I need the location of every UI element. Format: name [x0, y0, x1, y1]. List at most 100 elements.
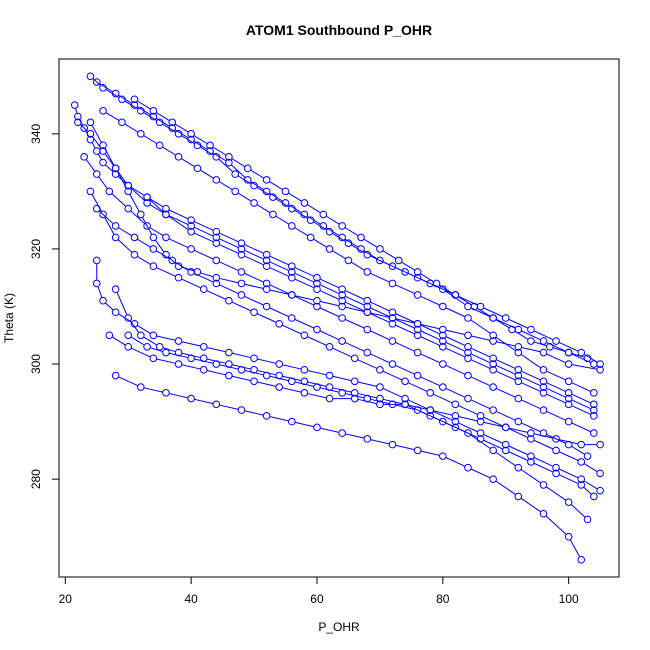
series-segment — [212, 146, 227, 156]
data-point — [162, 233, 170, 242]
data-point — [564, 417, 573, 426]
series-segment — [546, 434, 566, 444]
series-segment — [117, 239, 133, 253]
data-point — [288, 273, 296, 282]
data-point — [250, 354, 258, 363]
data-point — [243, 164, 252, 173]
series-segment — [218, 158, 234, 173]
y-axis-label: Theta (K) — [2, 293, 16, 343]
series-segment — [193, 140, 208, 150]
data-point — [130, 101, 139, 109]
data-point — [269, 210, 277, 219]
data-point — [539, 366, 548, 374]
data-point — [376, 256, 384, 265]
series-segment — [401, 261, 416, 271]
data-point — [225, 371, 233, 380]
series-segment — [118, 227, 132, 237]
series-segment — [571, 382, 592, 392]
series-segment — [445, 336, 466, 346]
series-segment — [583, 486, 592, 495]
data-point — [313, 285, 321, 294]
x-tick-label: 80 — [436, 592, 450, 606]
series-segment — [118, 94, 132, 104]
data-point — [489, 337, 497, 345]
series-segment — [357, 398, 377, 405]
data-point — [376, 245, 384, 253]
data-point — [275, 383, 284, 391]
data-point — [149, 107, 158, 115]
series-segment — [244, 249, 264, 260]
data-point — [363, 302, 372, 311]
data-point — [432, 279, 441, 288]
profile-series — [130, 95, 592, 363]
series-segment — [571, 422, 592, 433]
data-point — [388, 440, 397, 449]
data-point — [168, 256, 177, 265]
series-segment — [420, 411, 441, 421]
series-segment — [244, 272, 264, 283]
series-segment — [344, 290, 365, 300]
data-point — [451, 412, 460, 420]
series-segment — [141, 217, 153, 235]
series-segment — [79, 124, 89, 132]
data-point — [225, 296, 233, 305]
data-point — [92, 170, 101, 178]
series-segment — [294, 278, 315, 289]
x-tick-label: 20 — [59, 592, 73, 606]
series-segment — [244, 283, 264, 289]
series-segment — [495, 387, 516, 398]
series-segment — [231, 352, 251, 359]
series-segment — [219, 244, 239, 254]
data-point — [514, 342, 523, 351]
series-segment — [143, 336, 158, 346]
series-segment — [571, 353, 585, 358]
data-point — [300, 389, 309, 397]
series-segment — [583, 463, 598, 473]
series-segment — [244, 370, 264, 376]
series-segment — [545, 486, 567, 501]
series-segment — [520, 353, 542, 369]
series-segment — [344, 295, 365, 306]
series-segment — [294, 318, 315, 329]
data-point — [187, 135, 195, 144]
data-point — [288, 314, 296, 322]
data-point — [187, 245, 195, 253]
series-segment — [458, 422, 478, 433]
series-segment — [558, 474, 579, 484]
data-point — [86, 187, 95, 196]
series-segment — [533, 439, 554, 450]
data-point — [577, 440, 586, 449]
data-point — [111, 308, 120, 317]
data-point — [489, 366, 497, 374]
data-point — [489, 314, 497, 322]
series-segment — [149, 198, 164, 213]
series-segment — [124, 123, 139, 133]
data-point — [376, 366, 384, 374]
series-segment — [105, 302, 114, 311]
data-point — [413, 325, 422, 334]
series-segment — [219, 277, 239, 284]
x-tick-label: 40 — [184, 592, 198, 606]
data-point — [413, 291, 422, 299]
series-segment — [237, 192, 252, 202]
series-segment — [514, 330, 529, 340]
data-point — [514, 492, 523, 501]
data-point — [552, 463, 560, 472]
series-segment — [162, 146, 176, 156]
data-point — [187, 227, 195, 236]
data-point — [325, 371, 334, 380]
data-point — [564, 400, 573, 409]
data-point — [596, 469, 604, 478]
data-point — [363, 308, 372, 317]
data-point — [74, 112, 82, 121]
series-segment — [363, 250, 378, 260]
data-point — [250, 308, 258, 317]
data-point — [155, 342, 164, 351]
series-segment — [363, 238, 378, 248]
data-point — [564, 532, 573, 541]
series-segment — [408, 404, 428, 410]
data-point — [130, 95, 139, 104]
series-segment — [558, 468, 579, 479]
series-segment — [149, 204, 164, 214]
series-segment — [130, 336, 145, 346]
